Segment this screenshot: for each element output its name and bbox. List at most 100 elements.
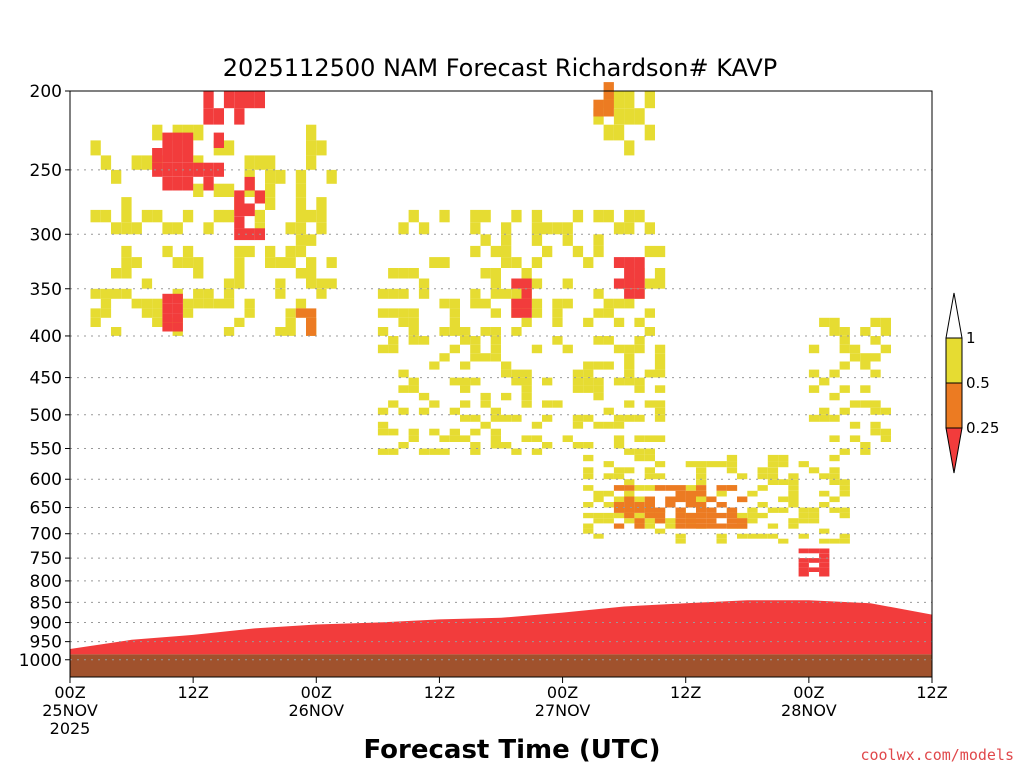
heatmap-cell bbox=[747, 490, 758, 497]
heatmap-cell bbox=[162, 132, 173, 148]
heatmap-cell bbox=[624, 140, 635, 156]
heatmap-cell bbox=[716, 461, 727, 468]
heatmap-cell bbox=[162, 293, 173, 304]
heatmap-cell bbox=[644, 124, 655, 141]
heatmap-cell bbox=[613, 421, 625, 429]
heatmap-cell bbox=[706, 512, 717, 519]
heatmap-cell bbox=[408, 377, 419, 386]
heatmap-cell bbox=[295, 222, 307, 235]
heatmap-cell bbox=[737, 518, 748, 524]
heatmap-cell bbox=[275, 327, 286, 336]
heatmap-cell bbox=[203, 288, 214, 299]
heatmap-cell bbox=[593, 512, 604, 519]
heatmap-cell bbox=[675, 507, 686, 513]
heatmap-cell bbox=[388, 428, 399, 436]
heatmap-cell bbox=[747, 507, 758, 513]
heatmap-cell bbox=[696, 467, 707, 474]
heatmap-cell bbox=[439, 257, 450, 268]
y-tick-label: 900 bbox=[30, 614, 62, 634]
heatmap-cell bbox=[603, 361, 614, 370]
heatmap-cell bbox=[603, 490, 614, 497]
heatmap-cell bbox=[182, 298, 194, 309]
heatmap-cell bbox=[839, 407, 850, 415]
heatmap-cell bbox=[521, 369, 532, 378]
heatmap-cell bbox=[613, 124, 625, 141]
heatmap-cell bbox=[613, 377, 625, 386]
heatmap-cell bbox=[408, 268, 419, 279]
heatmap-cell bbox=[398, 222, 409, 235]
heatmap-cell bbox=[377, 428, 389, 436]
x-tick-label: 2025 bbox=[50, 719, 91, 738]
heatmap-cell bbox=[829, 369, 840, 378]
heatmap-cell bbox=[860, 327, 871, 336]
heatmap-cell bbox=[100, 298, 112, 309]
heatmap-cell bbox=[829, 479, 840, 485]
heatmap-cell bbox=[624, 257, 635, 268]
heatmap-cell bbox=[306, 209, 317, 223]
heatmap-cell bbox=[624, 361, 635, 370]
heatmap-cell bbox=[213, 298, 224, 309]
y-tick-label: 500 bbox=[30, 406, 62, 426]
heatmap-cell bbox=[788, 490, 799, 497]
heatmap-cell bbox=[654, 414, 666, 422]
heatmap-cell bbox=[521, 385, 532, 393]
heatmap-cell bbox=[306, 155, 317, 170]
heatmap-cell bbox=[429, 448, 440, 455]
heatmap-cell bbox=[747, 533, 758, 539]
heatmap-cell bbox=[716, 490, 727, 497]
heatmap-cell bbox=[870, 336, 881, 345]
heatmap-cell bbox=[583, 369, 594, 378]
heatmap-cell bbox=[624, 490, 635, 497]
heatmap-cell bbox=[254, 91, 265, 109]
heatmap-cell bbox=[696, 473, 707, 480]
x-tick-label: 25NOV bbox=[42, 701, 98, 720]
heatmap-cell bbox=[788, 485, 799, 491]
heatmap-cell bbox=[501, 288, 512, 299]
heatmap-cell bbox=[275, 278, 286, 289]
heatmap-cell bbox=[613, 414, 625, 422]
heatmap-cell bbox=[326, 278, 337, 289]
heatmap-cell bbox=[460, 361, 471, 370]
heatmap-cell bbox=[521, 377, 532, 386]
heatmap-cell bbox=[511, 369, 522, 378]
heatmap-cell bbox=[162, 162, 173, 177]
plot-frame bbox=[69, 90, 933, 678]
heatmap-cell bbox=[778, 479, 789, 485]
heatmap-cell bbox=[398, 308, 409, 318]
heatmap-cell bbox=[234, 245, 245, 258]
heatmap-cell bbox=[131, 222, 142, 235]
heatmap-cell bbox=[613, 496, 625, 503]
heatmap-cell bbox=[121, 222, 132, 235]
heatmap-cell bbox=[408, 435, 419, 442]
y-tick-label: 700 bbox=[30, 525, 62, 545]
heatmap-cell bbox=[326, 169, 337, 184]
heatmap-cell bbox=[870, 400, 881, 408]
heatmap-cell bbox=[860, 448, 871, 455]
heatmap-cell bbox=[131, 257, 142, 268]
heatmap-cell bbox=[839, 336, 850, 345]
y-tick-label: 800 bbox=[30, 572, 62, 592]
heatmap-cell bbox=[675, 512, 686, 519]
heatmap-cell bbox=[90, 308, 101, 318]
heatmap-cell bbox=[501, 245, 512, 258]
heatmap-cell bbox=[860, 442, 871, 449]
heatmap-cell bbox=[429, 400, 440, 408]
heatmap-cell bbox=[819, 528, 830, 534]
heatmap-cell bbox=[685, 485, 696, 491]
heatmap-cell bbox=[131, 298, 142, 309]
heatmap-cell bbox=[511, 278, 522, 289]
heatmap-cell bbox=[182, 162, 194, 177]
heatmap-cell bbox=[665, 496, 676, 503]
heatmap-cell bbox=[685, 461, 696, 468]
heatmap-cell bbox=[644, 502, 655, 508]
heatmap-cell bbox=[418, 278, 430, 289]
heatmap-cell bbox=[634, 344, 645, 354]
heatmap-cell bbox=[203, 176, 214, 191]
heatmap-cell bbox=[583, 485, 594, 491]
heatmap-cell bbox=[265, 183, 276, 197]
heatmap-cell bbox=[490, 308, 501, 318]
heatmap-cell bbox=[654, 245, 666, 258]
heatmap-cell bbox=[706, 518, 717, 524]
heatmap-cell bbox=[696, 479, 707, 485]
heatmap-cell bbox=[593, 245, 604, 258]
